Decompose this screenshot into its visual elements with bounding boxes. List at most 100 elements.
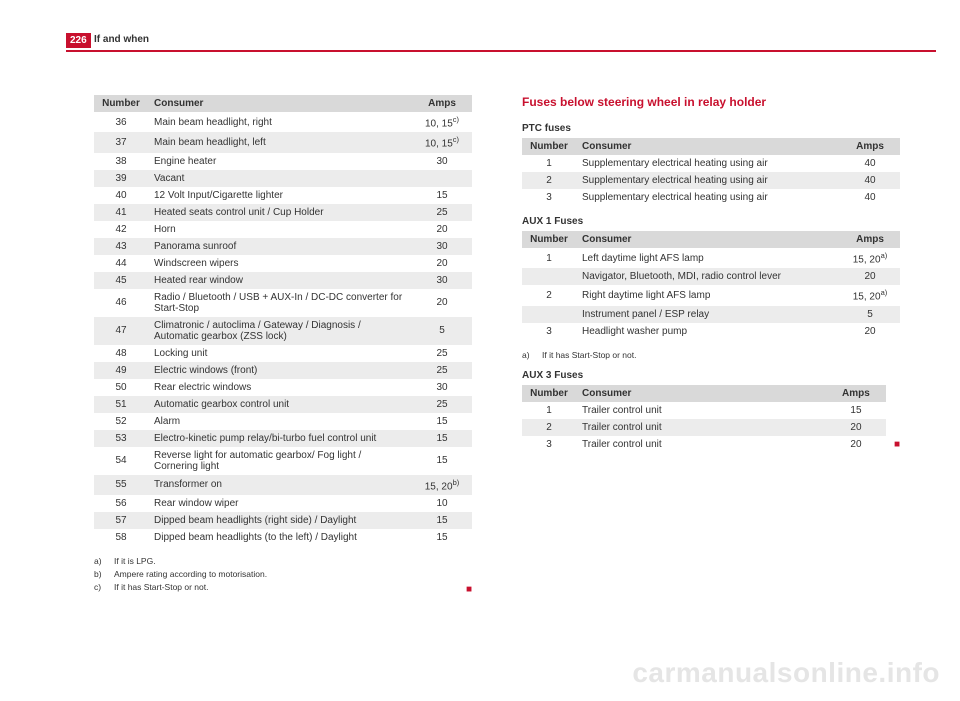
table-row: 55Transformer on15, 20b) xyxy=(94,475,472,495)
cell-consumer: 12 Volt Input/Cigarette lighter xyxy=(148,187,412,204)
cell-amps: 15 xyxy=(412,413,472,430)
cell-number: 1 xyxy=(522,155,576,172)
table-row: 39Vacant xyxy=(94,170,472,187)
cell-number: 57 xyxy=(94,512,148,529)
cell-consumer: Transformer on xyxy=(148,475,412,495)
table-row: 4012 Volt Input/Cigarette lighter15 xyxy=(94,187,472,204)
watermark: carmanualsonline.info xyxy=(632,657,940,689)
th-number: Number xyxy=(522,138,576,155)
th-number: Number xyxy=(94,95,148,112)
cell-amps: 20 xyxy=(840,323,900,340)
cell-consumer: Windscreen wipers xyxy=(148,255,412,272)
th-consumer: Consumer xyxy=(576,138,840,155)
table-row: 41Heated seats control unit / Cup Holder… xyxy=(94,204,472,221)
th-number: Number xyxy=(522,231,576,248)
ptc-table: Number Consumer Amps 1Supplementary elec… xyxy=(522,138,900,206)
cell-amps: 20 xyxy=(412,221,472,238)
aux1-title: AUX 1 Fuses xyxy=(522,216,900,227)
cell-consumer: Horn xyxy=(148,221,412,238)
th-amps: Amps xyxy=(412,95,472,112)
cell-consumer: Dipped beam headlights (to the left) / D… xyxy=(148,529,412,546)
cell-amps: 20 xyxy=(840,268,900,285)
th-amps: Amps xyxy=(840,138,900,155)
cell-amps: 25 xyxy=(412,204,472,221)
aux1-footnotes: a)If it has Start-Stop or not. xyxy=(522,350,900,360)
aux3-title: AUX 3 Fuses xyxy=(522,370,900,381)
table-row: 3Supplementary electrical heating using … xyxy=(522,189,900,206)
table-row: 45Heated rear window30 xyxy=(94,272,472,289)
cell-consumer: Main beam headlight, right xyxy=(148,112,412,132)
cell-consumer: Electric windows (front) xyxy=(148,362,412,379)
table-row: 38Engine heater30 xyxy=(94,153,472,170)
cell-amps: 25 xyxy=(412,345,472,362)
cell-amps: 15 xyxy=(412,430,472,447)
cell-consumer: Heated seats control unit / Cup Holder xyxy=(148,204,412,221)
table-row: 43Panorama sunroof30 xyxy=(94,238,472,255)
cell-amps: 30 xyxy=(412,272,472,289)
table-row: 51Automatic gearbox control unit25 xyxy=(94,396,472,413)
cell-amps: 10 xyxy=(412,495,472,512)
footnote: a)If it is LPG. xyxy=(94,556,267,566)
table-row: 1Supplementary electrical heating using … xyxy=(522,155,900,172)
end-mark-icon: ■ xyxy=(466,585,472,595)
page-number-tab: 226 xyxy=(66,33,91,48)
cell-amps: 20 xyxy=(412,255,472,272)
cell-consumer: Reverse light for automatic gearbox/ Fog… xyxy=(148,447,412,475)
cell-consumer: Supplementary electrical heating using a… xyxy=(576,189,840,206)
table-row: 44Windscreen wipers20 xyxy=(94,255,472,272)
th-amps: Amps xyxy=(840,231,900,248)
cell-amps: 40 xyxy=(840,172,900,189)
cell-amps: 25 xyxy=(412,362,472,379)
cell-number xyxy=(522,306,576,323)
cell-amps: 20 xyxy=(826,436,886,453)
table-row: 46Radio / Bluetooth / USB + AUX-In / DC-… xyxy=(94,289,472,317)
cell-amps: 30 xyxy=(412,238,472,255)
cell-amps: 10, 15c) xyxy=(412,112,472,132)
cell-consumer: Trailer control unit xyxy=(576,402,826,419)
cell-consumer: Trailer control unit xyxy=(576,419,826,436)
footnote: b)Ampere rating according to motorisatio… xyxy=(94,569,267,579)
footnote: c)If it has Start-Stop or not. xyxy=(94,582,267,592)
cell-amps: 30 xyxy=(412,153,472,170)
cell-amps: 20 xyxy=(826,419,886,436)
cell-number: 2 xyxy=(522,172,576,189)
cell-number: 53 xyxy=(94,430,148,447)
cell-number: 38 xyxy=(94,153,148,170)
cell-consumer: Main beam headlight, left xyxy=(148,132,412,152)
cell-amps: 20 xyxy=(412,289,472,317)
cell-consumer: Headlight washer pump xyxy=(576,323,840,340)
header-rule xyxy=(66,50,936,52)
cell-number: 52 xyxy=(94,413,148,430)
cell-consumer: Rear window wiper xyxy=(148,495,412,512)
cell-amps: 15, 20a) xyxy=(840,285,900,305)
cell-consumer: Supplementary electrical heating using a… xyxy=(576,155,840,172)
table-row: 49Electric windows (front)25 xyxy=(94,362,472,379)
cell-amps xyxy=(412,170,472,187)
cell-consumer: Locking unit xyxy=(148,345,412,362)
cell-consumer: Radio / Bluetooth / USB + AUX-In / DC-DC… xyxy=(148,289,412,317)
table-row: 48Locking unit25 xyxy=(94,345,472,362)
cell-amps: 15 xyxy=(412,512,472,529)
table-row: 50Rear electric windows30 xyxy=(94,379,472,396)
cell-number: 40 xyxy=(94,187,148,204)
th-consumer: Consumer xyxy=(576,231,840,248)
cell-amps: 10, 15c) xyxy=(412,132,472,152)
cell-number: 42 xyxy=(94,221,148,238)
table-row: 53Electro-kinetic pump relay/bi-turbo fu… xyxy=(94,430,472,447)
cell-number: 56 xyxy=(94,495,148,512)
table-row: Instrument panel / ESP relay5 xyxy=(522,306,900,323)
table-row: 54Reverse light for automatic gearbox/ F… xyxy=(94,447,472,475)
cell-number: 3 xyxy=(522,436,576,453)
cell-number: 41 xyxy=(94,204,148,221)
table-row: 3Headlight washer pump20 xyxy=(522,323,900,340)
cell-number: 36 xyxy=(94,112,148,132)
cell-amps: 5 xyxy=(840,306,900,323)
ptc-title: PTC fuses xyxy=(522,123,900,134)
section-title: Fuses below steering wheel in relay hold… xyxy=(522,95,900,109)
cell-number: 2 xyxy=(522,285,576,305)
table-row: 2Supplementary electrical heating using … xyxy=(522,172,900,189)
cell-number: 48 xyxy=(94,345,148,362)
cell-number: 47 xyxy=(94,317,148,345)
cell-amps: 15 xyxy=(826,402,886,419)
cell-amps: 40 xyxy=(840,189,900,206)
